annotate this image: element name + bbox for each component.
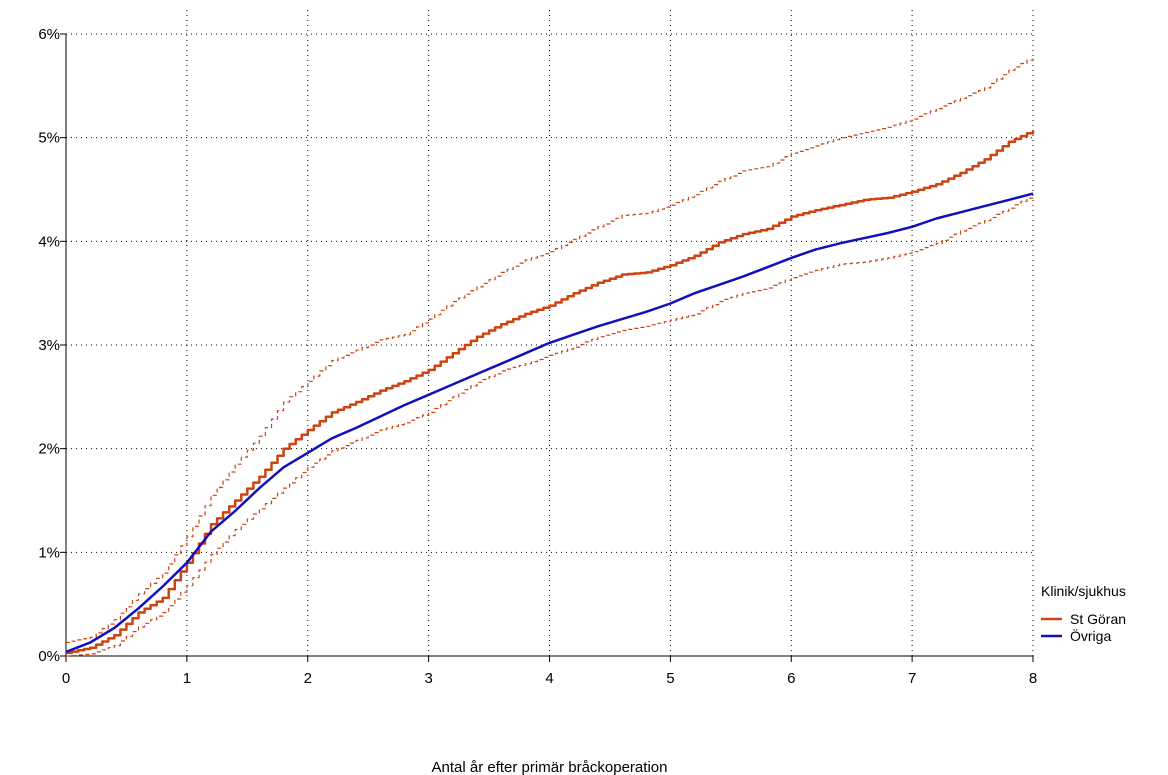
legend: Klinik/sjukhus St Göran Övriga [1041,583,1126,644]
y-tick-label: 2% [38,441,60,458]
y-tick-label: 0% [38,648,60,665]
x-tick-label: 5 [666,670,674,687]
x-tick-label: 2 [304,670,312,687]
ticks: 0 1 2 3 4 5 6 7 8 0% 1% 2% 3% 4% 5% 6% [38,26,1037,687]
y-tick-label: 5% [38,130,60,147]
x-tick-label: 3 [424,670,432,687]
x-tick-label: 6 [787,670,795,687]
y-tick-label: 1% [38,544,60,561]
y-tick-label: 3% [38,337,60,354]
x-tick-label: 0 [62,670,70,687]
series-ci-line [66,194,1034,657]
y-tick-label: 4% [38,233,60,250]
x-tick-label: 4 [545,670,553,687]
x-tick-label: 1 [183,670,191,687]
y-tick-label: 6% [38,26,60,43]
legend-label-st-goran: St Göran [1070,611,1126,627]
grid [66,10,1034,656]
legend-title: Klinik/sjukhus [1041,583,1126,599]
series-line-st-g-ran [66,130,1035,655]
x-tick-label: 8 [1029,670,1037,687]
series-line--vriga [65,192,1034,654]
series-ci-line [66,56,1034,644]
x-tick-label: 7 [908,670,916,687]
x-axis-title: Antal år efter primär bråckoperation [432,759,668,775]
legend-label-ovriga: Övriga [1070,627,1111,644]
series-layer [65,56,1035,657]
